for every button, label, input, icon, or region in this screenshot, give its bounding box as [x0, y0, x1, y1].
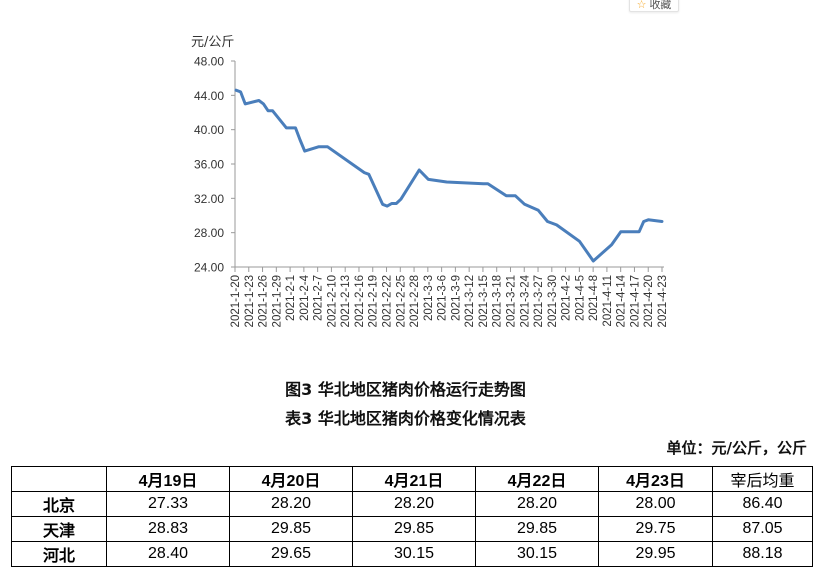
x-tick-label: 2021-3-18 [492, 275, 504, 327]
table-cell: 28.20 [352, 491, 476, 517]
x-tick-label: 2021-1-26 [258, 275, 270, 327]
x-tick-label: 2021-3-30 [547, 275, 559, 327]
row-header-region: 天津 [11, 516, 107, 542]
x-tick-label: 2021-4-2 [561, 275, 573, 321]
x-tick-label: 2021-3-9 [450, 275, 462, 321]
price-line [234, 88, 664, 263]
star-icon: ☆ [636, 0, 647, 11]
x-tick-label: 2021-3-12 [464, 275, 476, 327]
table-cell: 30.15 [475, 541, 599, 567]
table-cell: 86.40 [712, 491, 813, 517]
y-axis: 48.00 44.00 40.00 36.00 32.00 28.00 24.00 [194, 55, 236, 275]
x-tick-label: 2021-4-11 [602, 275, 614, 327]
y-tick-label: 40.00 [194, 123, 224, 137]
header-cell-corner [11, 466, 107, 492]
table-cell: 28.20 [475, 491, 599, 517]
x-axis: 2021-1-20 2021-1-23 2021-1-26 2021-1-29 2021… [230, 266, 669, 327]
favorite-label: 收藏 [649, 0, 672, 11]
table-cell: 29.75 [598, 516, 713, 542]
header-cell-date: 4月23日 [598, 466, 713, 492]
x-tick-label: 2021-2-19 [368, 275, 380, 327]
table-cell: 29.85 [229, 516, 353, 542]
x-tick-label: 2021-2-7 [313, 275, 325, 321]
table-cell: 29.65 [229, 541, 353, 567]
x-tick-label: 2021-4-8 [588, 275, 600, 321]
x-tick-label: 2021-3-6 [437, 275, 449, 321]
table-header-row: 4月19日 4月20日 4月21日 4月22日 4月23日 宰后均重 [11, 466, 813, 492]
table-row: 天津 28.83 29.85 29.85 29.85 29.75 87.05 [11, 516, 813, 542]
favorite-button[interactable]: ☆ 收藏 [629, 0, 679, 12]
header-cell-date: 4月22日 [475, 466, 599, 492]
y-tick-label: 36.00 [194, 158, 224, 172]
y-tick-label: 48.00 [194, 55, 224, 69]
x-tick-label: 2021-2-10 [326, 275, 338, 327]
x-tick-label: 2021-2-25 [395, 275, 407, 327]
table-cell: 88.18 [712, 541, 813, 567]
table-caption: 表3 华北地区猪肉价格变化情况表 [285, 409, 526, 428]
table-cell: 29.85 [475, 516, 599, 542]
line-chart: 48.00 44.00 40.00 36.00 32.00 28.00 24.00 2021… [194, 55, 669, 328]
x-tick-label: 2021-4-20 [643, 275, 655, 327]
table-cell: 27.33 [106, 491, 230, 517]
x-tick-label: 2021-2-1 [285, 275, 297, 321]
x-tick-label: 2021-3-27 [533, 275, 545, 327]
x-tick-label: 2021-4-5 [574, 275, 586, 321]
header-cell-avg-weight: 宰后均重 [712, 466, 813, 492]
x-tick-label: 2021-1-29 [271, 275, 283, 327]
x-tick-label: 2021-2-22 [382, 275, 394, 327]
table-row: 北京 27.33 28.20 28.20 28.20 28.00 86.40 [11, 491, 813, 517]
x-tick-label: 2021-1-20 [230, 275, 242, 327]
x-tick-label: 2021-4-17 [629, 275, 641, 327]
table-cell: 28.40 [106, 541, 230, 567]
table-cell: 30.15 [352, 541, 476, 567]
row-header-region: 北京 [11, 491, 107, 517]
x-tick-label: 2021-3-21 [505, 275, 517, 327]
table-row: 河北 28.40 29.65 30.15 30.15 29.95 88.18 [11, 541, 813, 567]
table-cell: 28.83 [106, 516, 230, 542]
x-tick-label: 2021-1-23 [244, 275, 256, 327]
table-cell: 29.95 [598, 541, 713, 567]
x-tick-label: 2021-3-15 [478, 275, 490, 327]
figure-caption: 图3 华北地区猪肉价格运行走势图 [285, 380, 526, 399]
x-tick-label: 2021-2-16 [354, 275, 366, 327]
x-tick-label: 2021-3-24 [519, 274, 531, 327]
price-table: 4月19日 4月20日 4月21日 4月22日 4月23日 宰后均重 北京 27… [11, 466, 813, 567]
header-cell-date: 4月20日 [229, 466, 353, 492]
table-cell: 87.05 [712, 516, 813, 542]
x-tick-label: 2021-2-13 [340, 275, 352, 327]
header-cell-date: 4月19日 [106, 466, 230, 492]
x-tick-label: 2021-2-4 [299, 274, 311, 321]
x-tick-label: 2021-4-23 [657, 275, 669, 327]
table-cell: 29.85 [352, 516, 476, 542]
row-header-region: 河北 [11, 541, 107, 567]
header-cell-date: 4月21日 [352, 466, 476, 492]
x-tick-label: 2021-4-14 [616, 274, 628, 327]
table-unit-note: 单位：元/公斤，公斤 [666, 439, 807, 457]
table-cell: 28.00 [598, 491, 713, 517]
y-axis-unit-label: 元/公斤 [191, 35, 235, 50]
y-tick-label: 24.00 [194, 261, 224, 275]
y-tick-label: 28.00 [194, 226, 224, 240]
x-tick-label: 2021-2-28 [409, 275, 421, 327]
y-tick-label: 44.00 [194, 89, 224, 103]
table-cell: 28.20 [229, 491, 353, 517]
y-tick-label: 32.00 [194, 192, 224, 206]
x-tick-label: 2021-3-3 [423, 275, 435, 321]
